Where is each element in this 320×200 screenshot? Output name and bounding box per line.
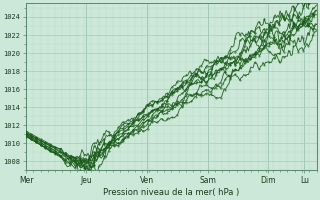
X-axis label: Pression niveau de la mer( hPa ): Pression niveau de la mer( hPa )	[103, 188, 239, 197]
